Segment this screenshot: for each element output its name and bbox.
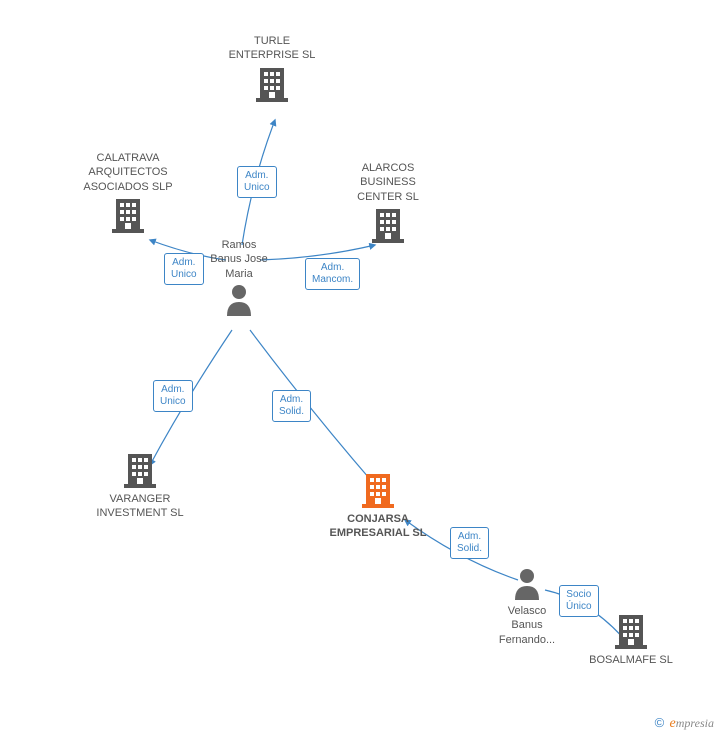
copyright-symbol: ©: [655, 715, 665, 730]
edge-label-ramos-turle: Adm. Unico: [237, 166, 277, 198]
alarcos-building-icon[interactable]: [372, 207, 404, 243]
varanger-building-icon[interactable]: [124, 452, 156, 488]
bosalmafe-label: BOSALMAFE SL: [581, 653, 681, 667]
edge-label-velasco-conjarsa: Adm. Solid.: [450, 527, 489, 559]
ramos-label: Ramos Banus Jose Maria: [204, 238, 274, 281]
brand-logo: empresia: [670, 716, 714, 730]
bosalmafe-building-icon[interactable]: [615, 613, 647, 649]
alarcos-label: ALARCOS BUSINESS CENTER SL: [343, 161, 433, 204]
calatrava-label: CALATRAVA ARQUITECTOS ASOCIADOS SLP: [73, 151, 183, 194]
turle-building-icon[interactable]: [256, 66, 288, 102]
conjarsa-label: CONJARSA EMPRESARIAL SL: [313, 512, 443, 541]
edge-label-ramos-alarcos: Adm. Mancom.: [305, 258, 360, 290]
edge-label-ramos-conjarsa: Adm. Solid.: [272, 390, 311, 422]
edge-label-ramos-calatrava: Adm. Unico: [164, 253, 204, 285]
turle-label: TURLE ENTERPRISE SL: [217, 34, 327, 63]
edge-label-velasco-bosalmafe: Socio Único: [559, 585, 599, 617]
edge-ramos-conjarsa: [250, 330, 375, 485]
velasco-label: Velasco Banus Fernando...: [487, 604, 567, 647]
velasco-person-icon[interactable]: [513, 568, 541, 600]
footer-attribution: © empresia: [655, 715, 714, 732]
conjarsa-building-icon[interactable]: [362, 472, 394, 508]
edge-label-ramos-varanger: Adm. Unico: [153, 380, 193, 412]
calatrava-building-icon[interactable]: [112, 197, 144, 233]
ramos-person-icon[interactable]: [225, 284, 253, 316]
varanger-label: VARANGER INVESTMENT SL: [85, 492, 195, 521]
